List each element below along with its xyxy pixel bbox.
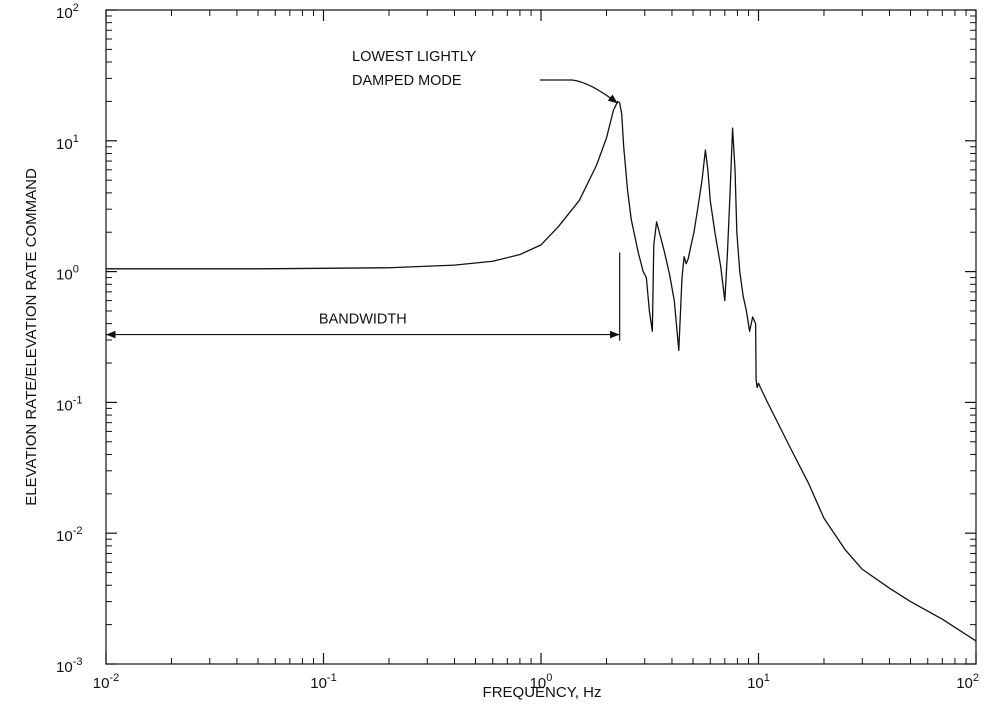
x-tick-label: 10-1 [310,672,336,692]
y-tick-label: 102 [56,2,79,22]
mode-annotation-line-1: LOWEST LIGHTLY [352,49,477,65]
y-tick-label: 100 [56,264,79,284]
minor-ticks [106,10,976,664]
mode-annotation-line-2: DAMPED MODE [352,73,462,89]
y-tick-label: 10-1 [56,394,82,414]
x-tick-labels: 10-2 10-1 100 101 102 [93,672,979,692]
x-tick-label: 10-2 [93,672,119,692]
bandwidth-label: BANDWIDTH [319,312,407,328]
x-tick-label: 101 [747,672,770,692]
x-axis-title: FREQUENCY, Hz [483,684,602,701]
y-tick-labels: 10-3 10-2 10-1 100 101 102 [56,2,82,676]
y-tick-label: 101 [56,133,79,153]
mode-annotation-arrow [540,79,619,104]
x-tick-label: 100 [530,672,553,692]
plot-frame [105,9,977,665]
y-tick-label: 10-2 [56,525,82,545]
x-tick-label: 102 [956,672,979,692]
y-axis-title: ELEVATION RATE/ELEVATION RATE COMMAND [23,168,40,506]
series-line [106,100,977,642]
major-ticks [105,9,977,665]
y-tick-label: 10-3 [56,656,82,676]
